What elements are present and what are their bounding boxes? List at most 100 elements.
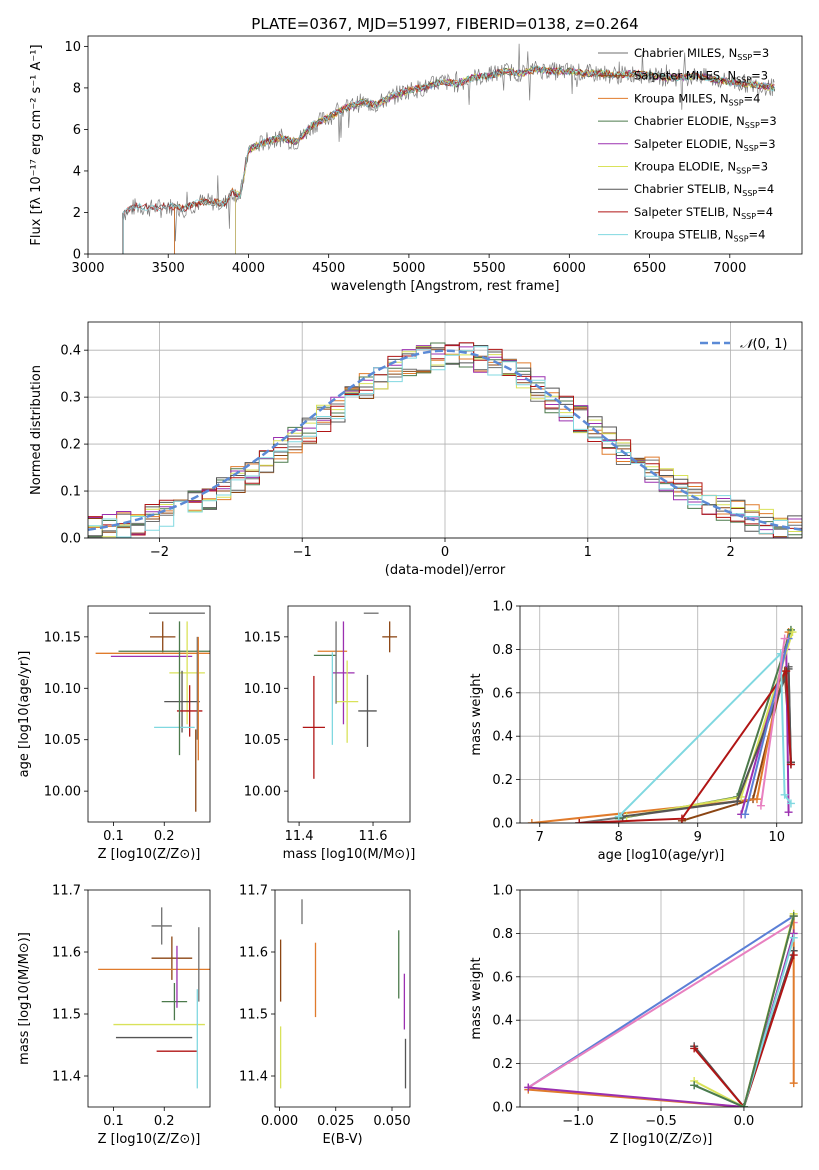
y-axis-label: Normed distribution	[29, 365, 44, 495]
x-tick-label: −1.0	[562, 1114, 594, 1129]
y-tick-label: 0.6	[492, 970, 513, 985]
x-tick-label: −2	[150, 545, 169, 560]
plot-area	[122, 43, 776, 254]
axes-residuals: −2 −1 0 1 2 0.0 0.1 0.2 0.3 0.4 (data-model)/error…	[29, 321, 803, 578]
weight-marker	[780, 790, 789, 799]
weight-marker	[739, 1103, 748, 1107]
spectrum-model-line	[122, 65, 775, 254]
x-tick-label: 1	[584, 545, 592, 560]
legend-entry: Salpeter MILES, NSSP=3	[634, 69, 768, 85]
weight-marker	[527, 819, 536, 823]
x-axis-label: Z [log10(Z/Z⊙)]	[98, 1132, 201, 1147]
y-tick-label: 6	[73, 123, 81, 138]
x-tick-label: −0.5	[645, 1114, 677, 1129]
y-tick-label: 10	[64, 40, 81, 55]
x-tick-label: 8	[615, 830, 623, 845]
axes-frame	[87, 889, 211, 1108]
x-tick-label: 0.000	[261, 1114, 298, 1129]
y-tick-label: 1.0	[492, 600, 513, 615]
weight-marker	[789, 933, 798, 942]
y-tick-label: 0.4	[60, 344, 81, 359]
x-tick-label: 0.1	[103, 829, 124, 844]
weight-marker	[780, 634, 789, 643]
weight-line	[622, 668, 792, 818]
axes-frame	[87, 605, 211, 823]
weight-line	[693, 915, 795, 1107]
y-tick-label: 0.8	[492, 927, 513, 942]
weight-marker	[786, 760, 795, 769]
y-tick-label: 0.1	[60, 485, 81, 500]
legend-entry: Salpeter STELIB, NSSP=4	[634, 205, 773, 221]
y-tick-label: 1.0	[492, 884, 513, 899]
weight-marker	[690, 1044, 699, 1053]
x-tick-label: 0.025	[317, 1114, 354, 1129]
y-tick-label: 11.7	[239, 884, 268, 899]
y-axis-label: age [log10(age/yr)]	[17, 651, 32, 778]
y-axis-label: Flux [fλ 10⁻¹⁷ erg cm⁻² s⁻¹ A⁻¹]	[29, 44, 44, 245]
y-tick-label: 0.3	[60, 391, 81, 406]
y-tick-label: 0.4	[492, 730, 513, 745]
x-tick-label: 4500	[312, 261, 345, 276]
axes-frame	[519, 605, 803, 824]
y-tick-label: 0.2	[492, 1057, 513, 1072]
x-axis-label: Z [log10(Z/Z⊙)]	[98, 847, 201, 862]
plot-area	[527, 625, 797, 823]
weight-marker	[575, 819, 584, 823]
y-tick-label: 11.5	[52, 1008, 81, 1023]
y-tick-label: 0.0	[492, 817, 513, 832]
plot-area	[95, 612, 210, 812]
y-tick-label: 0.6	[492, 686, 513, 701]
x-tick-label: 0.2	[154, 1114, 175, 1129]
x-tick-label: 7	[536, 830, 544, 845]
y-tick-label: 11.7	[52, 884, 81, 899]
y-tick-label: 0.4	[492, 1014, 513, 1029]
y-tick-label: 0.0	[60, 532, 81, 547]
y-tick-label: 11.5	[239, 1008, 268, 1023]
plot-area	[524, 909, 798, 1107]
x-tick-label: 2	[726, 545, 734, 560]
spectrum-model-line	[122, 65, 776, 254]
axes-frame	[87, 35, 803, 255]
x-tick-label: 7000	[713, 261, 746, 276]
y-tick-label: 10.00	[44, 785, 81, 800]
x-tick-label: 11.4	[285, 829, 314, 844]
y-tick-label: 10.05	[44, 733, 81, 748]
axes-weight_vs_age: 7 8 9 10 0.0 0.2 0.4 0.6 0.8 1.0 age [log10(age/yr…	[469, 600, 803, 863]
gaussian-curve	[88, 349, 802, 532]
weight-line	[527, 921, 795, 1089]
y-tick-label: 11.6	[52, 946, 81, 961]
x-tick-label: 3000	[71, 261, 104, 276]
y-tick-label: 11.6	[239, 946, 268, 961]
weight-marker	[677, 814, 686, 823]
x-tick-label: 0.0	[734, 1114, 755, 1129]
weight-marker	[524, 1083, 533, 1092]
x-axis-label: age [log10(age/yr)]	[598, 848, 725, 863]
axes-frame	[274, 889, 411, 1108]
x-tick-label: 4000	[232, 261, 265, 276]
legend-entry: Salpeter ELODIE, NSSP=3	[634, 137, 776, 153]
x-tick-label: 0	[441, 545, 449, 560]
y-tick-label: 0.2	[60, 438, 81, 453]
legend-entry: Kroupa MILES, NSSP=4	[634, 91, 760, 107]
weight-line	[693, 954, 795, 1107]
plot-area	[279, 899, 407, 1089]
x-tick-label: 6000	[553, 261, 586, 276]
legend: Chabrier MILES, NSSP=3 Salpeter MILES, NS…	[598, 46, 777, 244]
x-tick-label: 6500	[633, 261, 666, 276]
y-tick-label: 10.05	[244, 733, 281, 748]
y-tick-label: 10.00	[244, 785, 281, 800]
legend-entry: Chabrier MILES, NSSP=3	[634, 46, 769, 62]
legend: 𝒩(0, 1)	[700, 337, 787, 352]
weight-marker	[614, 812, 623, 821]
weight-marker	[788, 628, 797, 637]
weight-marker	[741, 810, 750, 819]
weight-marker	[690, 1081, 699, 1090]
y-tick-label: 10.10	[44, 682, 81, 697]
weight-line	[579, 668, 792, 823]
axes-mass_vs_Z: 0.1 0.2 11.4 11.5 11.6 11.7 Z [log10(Z/Z⊙)] mas…	[17, 884, 211, 1147]
weight-marker	[789, 1079, 798, 1088]
weight-marker	[733, 797, 742, 806]
y-axis-label: mass [log10(M/M⊙)]	[17, 932, 32, 1065]
y-axis-label: mass weight	[469, 957, 484, 1039]
